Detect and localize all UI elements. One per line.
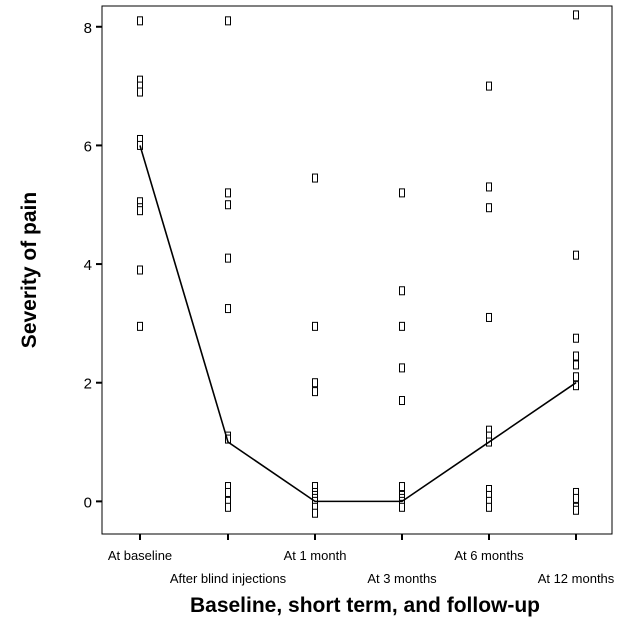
data-point (399, 363, 405, 373)
y-tick-label: 2 (84, 376, 92, 393)
plot-area (101, 5, 613, 535)
data-point (137, 16, 143, 26)
y-axis-ticks: 0 2 4 6 8 (84, 20, 102, 511)
data-point (312, 173, 318, 183)
data-point (573, 360, 579, 370)
y-tick-label: 6 (84, 138, 92, 155)
y-tick-label: 8 (84, 20, 92, 37)
x-axis-label: Baseline, short term, and follow-up (190, 594, 540, 617)
data-point (573, 333, 579, 343)
data-point (399, 396, 405, 406)
data-point (486, 182, 492, 192)
data-point (225, 188, 231, 198)
data-point (137, 206, 143, 216)
y-axis-label: Severity of pain (18, 192, 41, 348)
data-point (137, 265, 143, 275)
data-points (137, 10, 579, 518)
y-tick-label: 4 (84, 257, 92, 274)
data-point (225, 253, 231, 263)
data-point (486, 81, 492, 91)
data-point (573, 372, 579, 382)
data-point (486, 502, 492, 512)
data-point (399, 188, 405, 198)
data-point (225, 200, 231, 210)
data-point (225, 304, 231, 314)
data-point (573, 10, 579, 20)
data-point (225, 487, 231, 497)
data-point (573, 351, 579, 361)
data-point (225, 502, 231, 512)
x-tick-label: At 1 month (284, 548, 347, 563)
data-point (486, 312, 492, 322)
x-tick-label: At 6 months (454, 548, 524, 563)
data-point (573, 493, 579, 503)
data-point (486, 203, 492, 213)
data-point (573, 505, 579, 515)
data-point (312, 508, 318, 518)
data-point (399, 286, 405, 296)
data-point (225, 16, 231, 26)
data-point (137, 321, 143, 331)
data-point (399, 321, 405, 331)
data-point (399, 502, 405, 512)
data-point (312, 378, 318, 388)
data-point (137, 87, 143, 97)
median-line (139, 145, 577, 503)
data-point (225, 434, 231, 444)
series-line (139, 145, 577, 503)
x-tick-label: At baseline (108, 548, 172, 563)
y-tick-label: 0 (84, 494, 92, 511)
x-tick-label: At 3 months (367, 571, 437, 586)
x-tick-label: At 12 months (538, 571, 615, 586)
data-point (573, 381, 579, 391)
data-point (312, 387, 318, 397)
data-point (573, 250, 579, 260)
x-axis-ticks: At baseline After blind injections At 1 mo… (108, 534, 615, 586)
data-point (399, 482, 405, 492)
data-point (312, 321, 318, 331)
x-tick-label: After blind injections (170, 571, 287, 586)
